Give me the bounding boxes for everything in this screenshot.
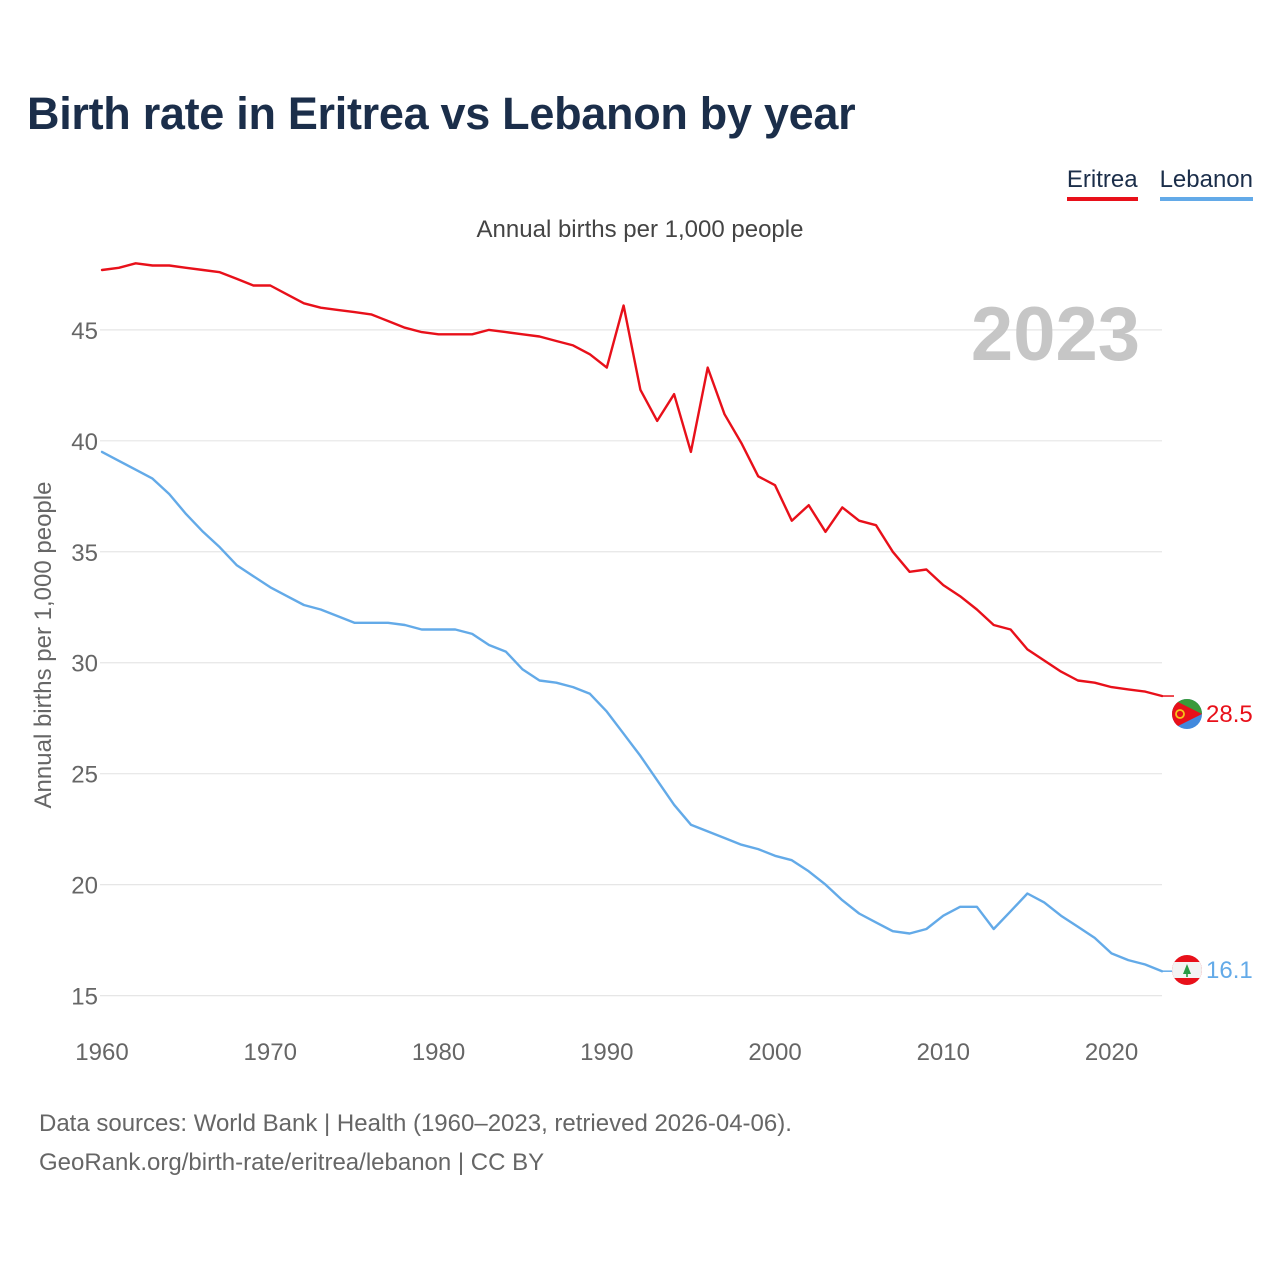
data-source-note: Data sources: World Bank | Health (1960–… <box>39 1110 792 1137</box>
grid-lines <box>100 329 1162 997</box>
x-axis-ticks: 1960 1970 1980 1990 2000 2010 2020 <box>75 1039 1138 1066</box>
series-line-eritrea[interactable] <box>100 262 1164 698</box>
x-tick-label: 1990 <box>580 1039 633 1066</box>
x-tick-label: 2010 <box>917 1039 970 1066</box>
y-tick-label: 15 <box>71 984 98 1011</box>
x-tick-label: 2000 <box>748 1039 801 1066</box>
line-chart: 15 20 25 30 35 40 45 1960 1970 1980 1990 2000 2010 2… <box>30 262 1253 1066</box>
lebanon-flag-icon <box>1172 955 1202 985</box>
eritrea-end-value-label: 28.5 <box>1206 701 1253 728</box>
y-tick-label: 40 <box>71 429 98 456</box>
eritrea-flag-icon <box>1172 699 1202 729</box>
y-tick-label: 35 <box>71 540 98 567</box>
y-axis-label: Annual births per 1,000 people <box>30 482 57 809</box>
x-tick-label: 1980 <box>412 1039 465 1066</box>
chart-title: Birth rate in Eritrea vs Lebanon by year <box>27 88 856 139</box>
source-link[interactable]: GeoRank.org/birth-rate/eritrea/lebanon |… <box>39 1149 545 1176</box>
x-tick-label: 1960 <box>75 1039 128 1066</box>
lebanon-end-value-label: 16.1 <box>1206 957 1253 984</box>
x-tick-label: 2020 <box>1085 1039 1138 1066</box>
series-end-markers: 28.5 16.1 <box>1172 699 1253 985</box>
y-tick-label: 30 <box>71 651 98 678</box>
legend-item-lebanon[interactable]: Lebanon <box>1159 166 1253 201</box>
y-axis-ticks: 15 20 25 30 35 40 45 <box>71 318 98 1011</box>
footer: Data sources: World Bank | Health (1960–… <box>39 1104 792 1182</box>
legend-item-eritrea[interactable]: Eritrea <box>1066 166 1138 201</box>
y-tick-label: 45 <box>71 318 98 345</box>
x-tick-label: 1970 <box>244 1039 297 1066</box>
chart-subtitle: Annual births per 1,000 people <box>476 216 804 243</box>
y-tick-label: 25 <box>71 762 98 789</box>
series-lines <box>100 262 1174 973</box>
y-tick-label: 20 <box>71 873 98 900</box>
year-label: 2023 <box>971 292 1140 377</box>
series-line-lebanon[interactable] <box>100 450 1164 973</box>
legend: Eritrea Lebanon <box>1066 166 1253 201</box>
